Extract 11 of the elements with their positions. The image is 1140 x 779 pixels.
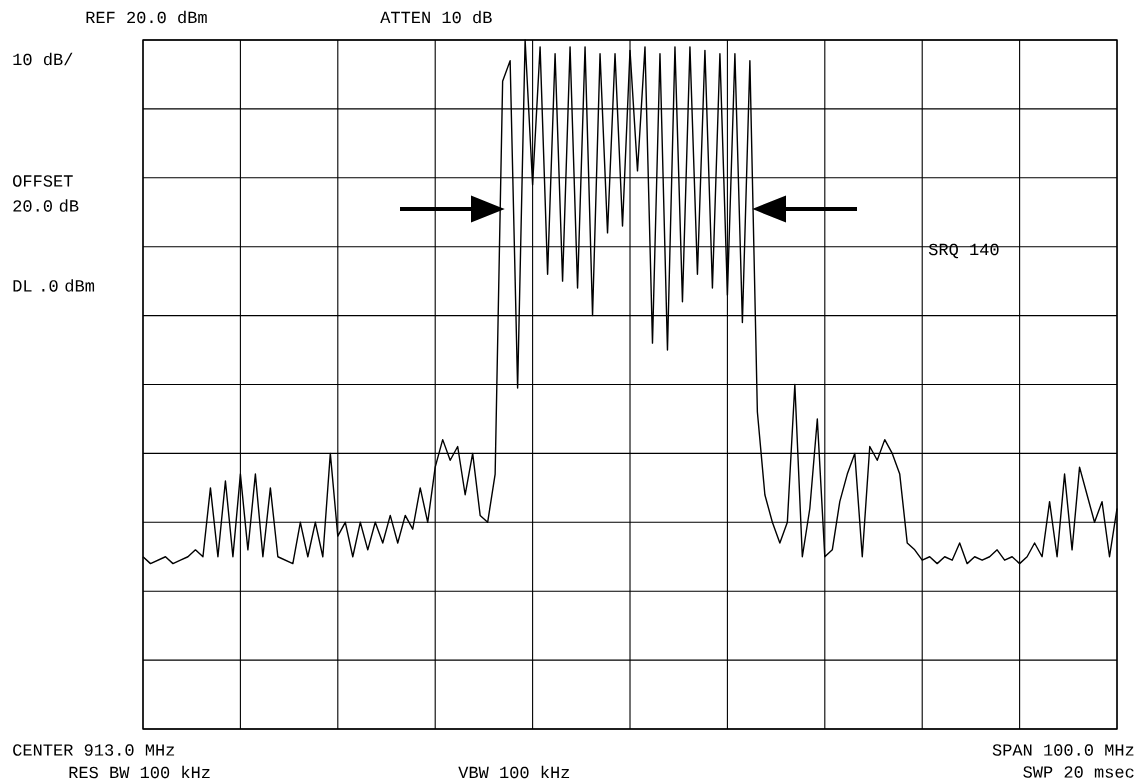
text: SWP 20 msec (1023, 766, 1134, 778)
text: DL .0 dBm (13, 279, 95, 292)
text: ATTEN 10 dB (380, 10, 492, 24)
text: OFFSET 20.0 dB (13, 175, 79, 212)
text: REF 20.0 dBm (86, 10, 207, 24)
text: 10 dB/ (13, 52, 73, 66)
annotation: SRQ 140 (928, 243, 999, 259)
text: SPAN 100.0 MHz (992, 744, 1134, 756)
text: CENTER 913.0 MHz (13, 744, 175, 756)
text: RES BW 100 kHz (69, 765, 210, 779)
text: VBW 100 kHz (458, 765, 570, 779)
